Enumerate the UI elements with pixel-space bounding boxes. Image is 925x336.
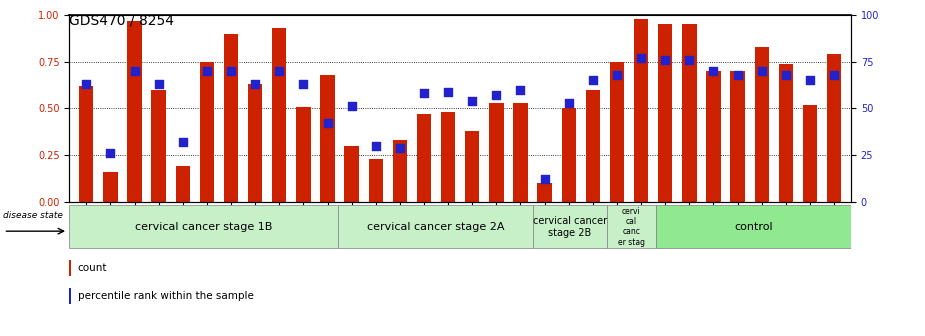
Bar [827,54,842,202]
Bar [248,84,263,202]
Bar [368,159,383,202]
Point [296,81,311,87]
Point [320,121,335,126]
Point [440,89,455,94]
Bar [803,104,817,202]
Bar [392,140,407,202]
Bar [344,146,359,202]
Bar [441,112,455,202]
Bar [320,75,335,202]
Point [730,72,745,78]
Point [513,87,528,92]
Bar [561,109,576,202]
Bar [200,62,214,202]
Bar [489,103,503,202]
Point [755,69,770,74]
Point [803,78,818,83]
Bar [465,131,479,202]
Bar [634,19,648,202]
Text: count: count [78,263,107,273]
Point [151,81,166,87]
Bar [128,21,142,202]
Bar [79,86,93,202]
Bar [152,90,166,202]
Point [272,69,287,74]
Bar [104,172,117,202]
Point [610,72,624,78]
FancyBboxPatch shape [338,205,534,248]
FancyBboxPatch shape [69,205,338,248]
Bar [296,108,311,202]
Point [489,93,504,98]
Point [200,69,215,74]
Point [79,81,93,87]
Point [827,72,842,78]
Point [127,69,142,74]
Point [537,176,552,182]
Point [344,104,359,109]
Bar [69,260,71,276]
Point [248,81,263,87]
Bar [513,103,528,202]
Bar [658,25,672,202]
Point [706,69,721,74]
Point [368,143,383,149]
Point [561,100,576,106]
Bar [176,166,190,202]
Point [416,91,431,96]
FancyBboxPatch shape [656,205,851,248]
Bar [69,288,71,304]
Text: cervical cancer
stage 2B: cervical cancer stage 2B [533,216,607,238]
Bar [537,183,552,202]
Point [103,151,117,156]
Bar [707,71,721,202]
Point [658,57,672,62]
Text: cervi
cal
canc
er stag: cervi cal canc er stag [618,207,645,247]
Bar [272,28,287,202]
Bar [731,71,745,202]
Bar [779,64,793,202]
Point [392,145,407,150]
Text: cervical cancer stage 1B: cervical cancer stage 1B [135,222,272,232]
Point [586,78,600,83]
Bar [417,114,431,202]
FancyBboxPatch shape [534,205,607,248]
Bar [224,34,239,202]
Point [176,139,191,144]
Bar [610,62,624,202]
Bar [586,90,600,202]
Point [224,69,239,74]
Text: disease state: disease state [4,211,63,220]
Point [634,55,648,61]
Point [779,72,794,78]
FancyBboxPatch shape [607,205,656,248]
Point [682,57,697,62]
Bar [755,47,769,202]
Text: cervical cancer stage 2A: cervical cancer stage 2A [367,222,504,232]
Bar [682,25,697,202]
Text: control: control [734,222,772,232]
Text: percentile rank within the sample: percentile rank within the sample [78,291,253,301]
Text: GDS470 / 8254: GDS470 / 8254 [69,13,175,28]
Point [465,98,480,103]
